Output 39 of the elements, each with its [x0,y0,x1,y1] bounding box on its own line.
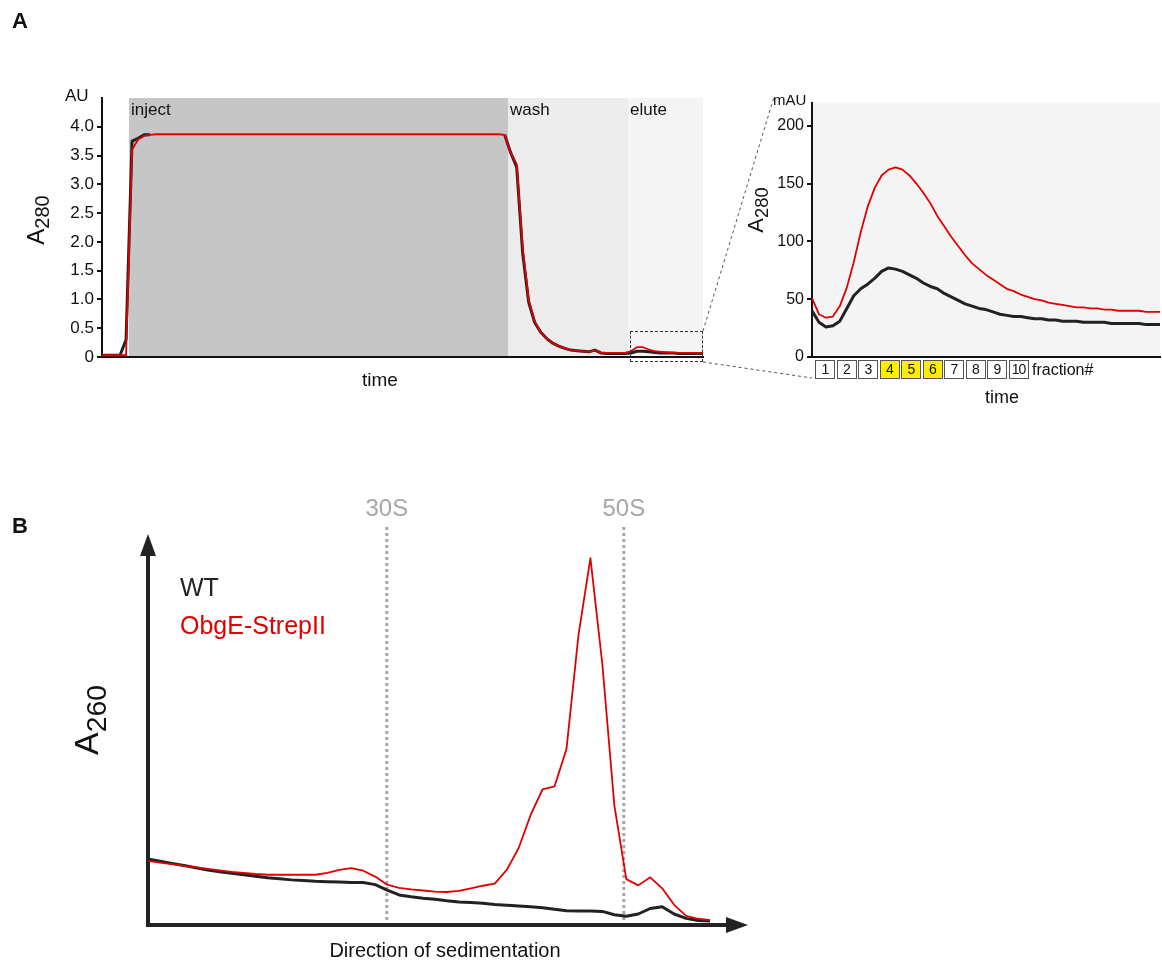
text: 4 [879,360,900,379]
y-tick-label: 150 [777,173,805,191]
text: B [12,513,28,538]
x-axis-title: time [984,387,1020,407]
text: 5 [901,360,921,379]
x-axis-title: Direction of sedimentation [329,939,561,961]
y-tick-label: 200 [777,116,805,134]
x-axis-title: time [362,369,398,390]
text: 3 [858,360,878,379]
y-tick-label: 0 [84,346,94,366]
text: 9 [987,360,1007,379]
y-tick-label: 100 [777,231,805,249]
y-tick-label: 3.5 [70,145,94,165]
text: 7 [944,360,964,379]
text: 2 [836,360,857,379]
annotation: inject [131,100,171,119]
text: 30S [365,493,409,521]
text: 1 [815,360,835,379]
y-tick-label: 0 [795,347,805,365]
annotation: wash [510,100,550,119]
y-tick-label: 3.0 [70,174,94,194]
text: AU [65,86,89,105]
y-tick-label: 50 [786,289,805,307]
y-tick-label: 1.0 [70,289,94,309]
text: 8 [965,360,986,379]
text: WT [180,573,219,601]
y-tick-label: 2.0 [70,231,94,251]
y-tick-label: 1.5 [70,260,94,280]
annotation: elute [630,100,667,119]
y-tick-label: 4.0 [70,116,94,136]
text: A [12,8,28,33]
text: fraction# [1032,361,1094,378]
text: mAU [773,91,807,108]
y-tick-label: 0.5 [70,317,94,337]
text: 6 [922,360,943,379]
y-tick-label: 2.5 [70,202,94,222]
text: 10 [1008,360,1029,379]
text: 50S [602,493,646,521]
text: ObgE-StrepII [180,611,326,639]
